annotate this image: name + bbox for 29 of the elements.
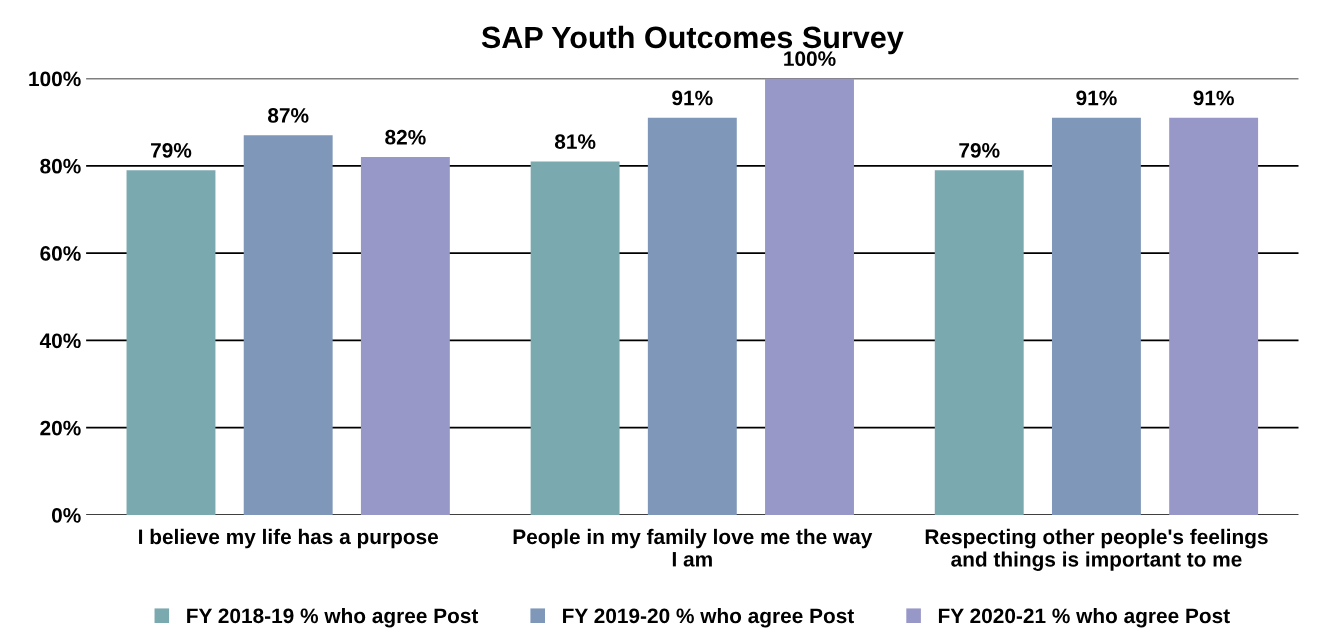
data-label: 87% [268, 108, 309, 123]
y-tick-label: 60% [40, 246, 81, 261]
bar [126, 170, 216, 515]
bar [243, 135, 333, 515]
y-tick-label: 80% [40, 158, 81, 174]
data-label: 91% [1193, 90, 1234, 106]
data-label: 82% [385, 129, 426, 145]
x-tick-label: I believe my life has a purpose [139, 528, 439, 549]
y-tick-label: 40% [39, 333, 81, 349]
data-label: 79% [959, 142, 1000, 158]
bar [934, 170, 1024, 515]
bar [765, 78, 854, 515]
bar [530, 161, 620, 515]
bar [1169, 117, 1259, 515]
data-label: 81% [554, 134, 596, 149]
bar [647, 117, 737, 515]
x-tick-label: People in my family love me the way I am [513, 528, 873, 567]
data-label: 91% [672, 90, 713, 106]
y-tick-label: 20% [40, 420, 81, 436]
data-label: 79% [151, 142, 192, 158]
bar [360, 157, 450, 515]
legend-label: FY 2019-20 % who agree Post [563, 607, 854, 628]
x-tick-label: Respecting other people's feelings and things is important to me [925, 528, 1268, 571]
y-tick-label: 0% [51, 507, 81, 523]
y-tick-label: 100% [29, 71, 81, 87]
legend-label: FY 2018-19 % who agree Post [187, 607, 479, 628]
bar [1051, 117, 1141, 515]
legend-label: FY 2020-21 % who agree Post [938, 607, 1230, 628]
data-label: 91% [1076, 90, 1117, 106]
